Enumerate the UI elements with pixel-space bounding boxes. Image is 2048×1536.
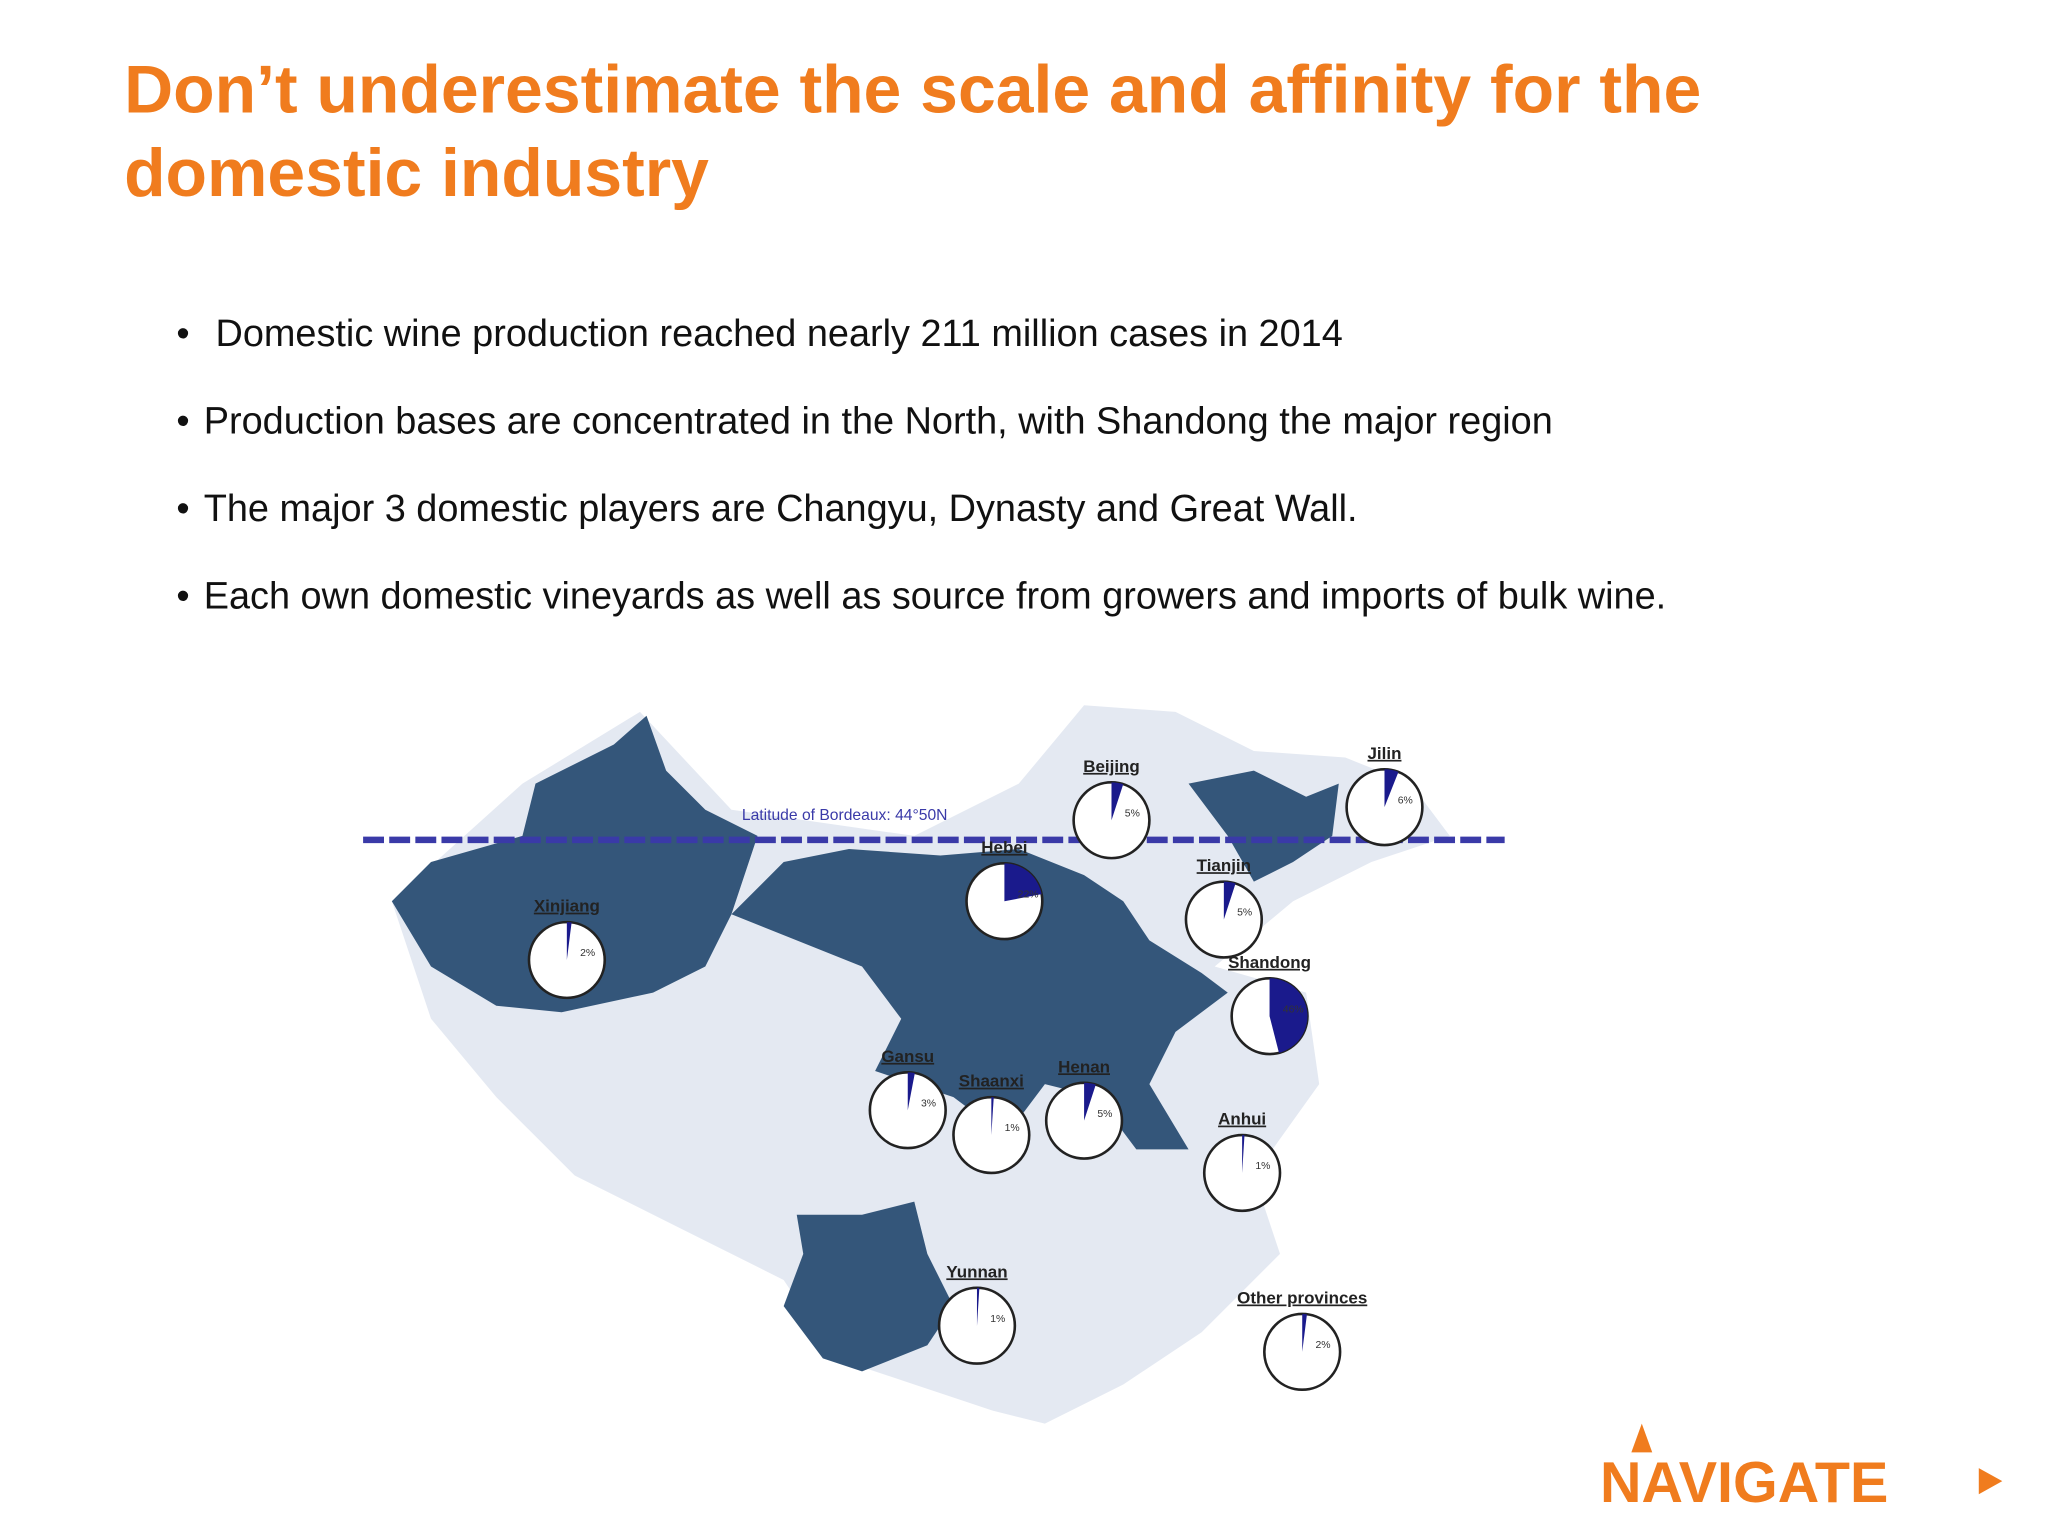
pie-slice xyxy=(1111,782,1124,821)
bullet-dot: • xyxy=(176,313,189,355)
region-xinjiang xyxy=(391,715,758,1013)
pie-label: Gansu xyxy=(881,1047,934,1066)
pie-base xyxy=(527,920,607,1000)
pie-base xyxy=(1184,880,1264,959)
pie-label: Other provinces xyxy=(1237,1289,1367,1308)
pie-label: Yunnan xyxy=(946,1262,1007,1281)
pie-value-label: 1% xyxy=(1255,1161,1270,1172)
pie-value-label: 5% xyxy=(1125,808,1140,819)
pie-label: Jilin xyxy=(1368,744,1402,763)
pie-label: Anhui xyxy=(1218,1110,1266,1129)
bullet-dot: • xyxy=(176,488,189,530)
logo-text: NAVIGATE xyxy=(1600,1451,1888,1515)
pie-value-label: 3% xyxy=(921,1098,936,1109)
bullet-text: Each own domestic vineyards as well as s… xyxy=(204,576,1666,618)
bullet-text: Domestic wine production reached nearly … xyxy=(216,313,1343,355)
title: domestic industry xyxy=(124,136,709,211)
pie-value-label: 1% xyxy=(990,1314,1005,1325)
logo-arrow xyxy=(1978,1468,2003,1495)
pies: Xinjiang 2% Beijing 5% Jilin 6% Hebei 22% Tianji… xyxy=(527,744,1424,1392)
logo-arrow xyxy=(1631,1423,1653,1453)
pie-value-label: 5% xyxy=(1237,908,1252,919)
pie-label: Hebei xyxy=(981,838,1027,857)
pie-value-label: 2% xyxy=(1315,1340,1330,1351)
pie-slice xyxy=(1004,863,1042,902)
bullet-dot: • xyxy=(176,576,189,618)
pie-value-label: 5% xyxy=(1097,1109,1112,1120)
pie-label: Shandong xyxy=(1228,953,1311,972)
pie-slice xyxy=(566,922,572,960)
latitude-label: Latitude of Bordeaux: 44°50N xyxy=(742,807,948,824)
region-jilin xyxy=(1188,770,1339,882)
pie-slice xyxy=(991,1097,994,1136)
pie-label: Henan xyxy=(1058,1057,1110,1076)
map: Latitude of Bordeaux: 44°50N Xinjiang 2% B… xyxy=(363,705,1505,1424)
pie-slice xyxy=(1302,1313,1307,1352)
pie-slice xyxy=(1223,881,1236,920)
pie-value-label: 1% xyxy=(1005,1123,1020,1134)
pie-slice xyxy=(1242,1135,1245,1173)
pie-slice xyxy=(1084,1082,1096,1121)
pie-label: Tianjin xyxy=(1197,856,1251,875)
pie-value-label: 46% xyxy=(1283,1004,1304,1015)
bullet-text: The major 3 domestic players are Changyu… xyxy=(204,488,1358,530)
pie-slice xyxy=(1384,769,1399,808)
region-north xyxy=(731,848,1228,1150)
pie-value-label: 2% xyxy=(580,948,595,959)
logo: NAVIGATE xyxy=(1600,1423,2003,1515)
pie-value-label: 6% xyxy=(1398,795,1413,806)
region-yunnan xyxy=(783,1201,954,1372)
pie-label: Shaanxi xyxy=(959,1072,1024,1091)
pie-label: Xinjiang xyxy=(534,897,600,916)
pie-slice xyxy=(907,1072,915,1111)
pie-slice xyxy=(1269,978,1308,1053)
pie-label: Beijing xyxy=(1083,757,1140,776)
bullet-text: Production bases are concentrated in the… xyxy=(204,401,1553,443)
bullet-dot: • xyxy=(176,401,189,443)
title: Don’t underestimate the scale and affini… xyxy=(124,52,1701,127)
pie-slice xyxy=(976,1287,980,1326)
pie-value-label: 22% xyxy=(1018,889,1039,900)
